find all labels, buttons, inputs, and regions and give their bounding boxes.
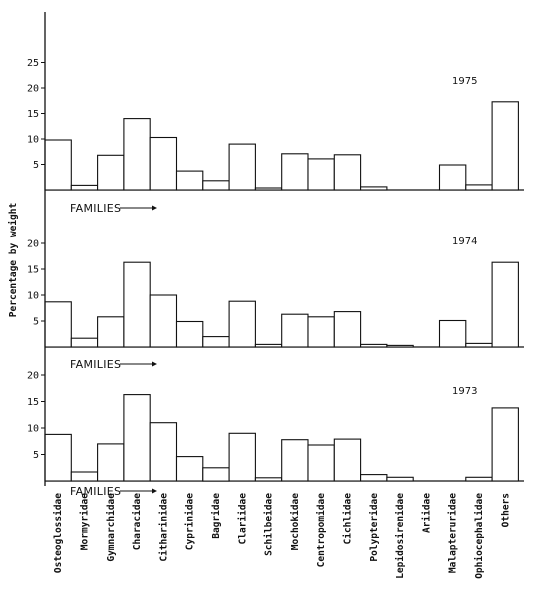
y-axis-label: Percentage by weight — [8, 203, 19, 317]
year-label-1973: 1973 — [452, 386, 477, 397]
bar-1973-mochokidae — [281, 439, 309, 482]
y-tick-label-1975-20: 20 — [27, 84, 39, 95]
bar-1975-clariidae — [228, 143, 256, 191]
bar-1975-ophiocephalidae — [465, 184, 493, 191]
families-arrowhead-1975 — [152, 205, 157, 211]
bar-1974-osteoglossidae — [44, 301, 72, 348]
bar-1973-clariidae — [228, 432, 256, 482]
y-tick-label-1973-10: 10 — [27, 424, 39, 435]
bar-1974-clariidae — [228, 300, 256, 348]
category-label-lepidosirenidae: Lepidosirenidae — [395, 493, 406, 579]
category-label-characidae: Characidae — [132, 493, 143, 550]
category-label-schilbeidae: Schilbeidae — [264, 493, 275, 556]
category-label-ariidae: Ariidae — [421, 493, 432, 533]
category-label-mormyridae: Mormyridae — [80, 493, 91, 550]
bar-1973-cichlidae — [333, 438, 362, 482]
category-label-osteoglossidae: Osteoglossidae — [53, 493, 64, 573]
families-label-1974: FAMILIES — [70, 358, 121, 371]
category-label-bagridae: Bagridae — [211, 493, 222, 539]
bar-1973-gymnarchidae — [97, 443, 125, 482]
bar-1974-mochokidae — [281, 313, 309, 348]
category-label-cyprinidae: Cyprinidae — [185, 493, 196, 550]
bar-1974-ophiocephalidae — [465, 342, 493, 348]
bar-1975-polypteridae — [360, 186, 388, 191]
category-label-citharinidae: Citharinidae — [158, 493, 169, 562]
category-label-centropomidae: Centropomidae — [316, 493, 327, 568]
bar-1973-citharinidae — [149, 422, 178, 482]
bar-1973-schilbeidae — [254, 477, 283, 482]
bar-1974-characidae — [123, 261, 151, 348]
category-label-clariidae: Clariidae — [237, 493, 248, 545]
category-label-cichlidae: Cichlidae — [342, 493, 353, 545]
bar-1975-mochokidae — [281, 153, 309, 191]
y-tick-label-1973-15: 15 — [27, 397, 39, 408]
y-tick-label-1974-5: 5 — [33, 317, 39, 328]
bar-1973-others — [491, 407, 519, 482]
bar-1975-cichlidae — [333, 154, 362, 191]
bar-1973-centropomidae — [307, 444, 335, 482]
category-label-ophiocephalidae: Ophiocephalidae — [474, 493, 485, 579]
bar-1974-others — [491, 261, 519, 348]
y-tick-label-1975-5: 5 — [33, 160, 39, 171]
families-label-1973: FAMILIES — [70, 485, 121, 498]
bar-1974-schilbeidae — [254, 343, 283, 348]
y-tick-label-1974-20: 20 — [27, 239, 39, 250]
y-tick-label-1975-25: 25 — [27, 58, 39, 69]
bar-1973-bagridae — [202, 467, 230, 482]
bar-1973-lepidosirenidae — [386, 476, 414, 482]
category-label-malapteruridae: Malapteruridae — [448, 493, 459, 573]
year-label-1974: 1974 — [452, 236, 477, 247]
y-tick-label-1975-15: 15 — [27, 109, 39, 120]
bar-1974-cichlidae — [333, 311, 362, 348]
bar-1973-ophiocephalidae — [465, 476, 493, 482]
bar-1974-mormyridae — [70, 337, 99, 348]
bar-1975-gymnarchidae — [97, 154, 125, 191]
panel-1975: 5 10 15 20 25 1975 FAMILIES — [27, 58, 524, 215]
bar-1973-osteoglossidae — [44, 433, 72, 482]
bar-1975-mormyridae — [70, 184, 99, 191]
bar-1975-bagridae — [202, 180, 230, 191]
bar-1973-mormyridae — [70, 471, 99, 482]
bar-1973-cyprinidae — [175, 456, 204, 482]
families-arrowhead-1973 — [152, 488, 157, 494]
category-label-polypteridae: Polypteridae — [369, 493, 380, 562]
families-label-1975: FAMILIES — [70, 202, 121, 215]
y-tick-label-1973-5: 5 — [33, 450, 39, 461]
bar-1975-characidae — [123, 118, 151, 191]
category-label-mochokidae: Mochokidae — [290, 493, 301, 550]
bar-1974-lepidosirenidae — [386, 344, 414, 348]
bar-1974-centropomidae — [307, 316, 335, 348]
bar-1974-malapteruridae — [438, 319, 467, 348]
category-label-others: Others — [500, 493, 511, 527]
y-tick-label-1974-10: 10 — [27, 291, 39, 302]
bar-1975-centropomidae — [307, 158, 335, 191]
category-labels: Osteoglossidae Mormyridae Gymnarchidae Char… — [53, 493, 511, 579]
bar-1973-characidae — [123, 394, 151, 482]
families-arrowhead-1974 — [152, 361, 157, 367]
chart-panels: 5 10 15 20 25 1975 FAMILIES 5 10 15 20 1974 FAMILIES… — [27, 58, 524, 498]
bar-1975-osteoglossidae — [44, 139, 72, 191]
bar-1975-malapteruridae — [438, 164, 467, 191]
category-label-gymnarchidae: Gymnarchidae — [106, 493, 117, 562]
panel-1973: 5 10 15 20 1973 FAMILIES — [27, 371, 524, 498]
bar-1974-polypteridae — [360, 343, 388, 348]
y-tick-label-1973-20: 20 — [27, 371, 39, 382]
bar-1975-schilbeidae — [254, 187, 283, 191]
bar-1974-gymnarchidae — [97, 316, 125, 348]
bar-1974-citharinidae — [149, 294, 178, 348]
bar-1975-citharinidae — [149, 136, 178, 191]
bar-1974-bagridae — [202, 336, 230, 348]
year-label-1975: 1975 — [452, 76, 477, 87]
y-tick-label-1974-15: 15 — [27, 265, 39, 276]
panel-1974: 5 10 15 20 1974 FAMILIES — [27, 236, 524, 371]
y-tick-label-1975-10: 10 — [27, 135, 39, 146]
bar-1974-cyprinidae — [175, 320, 204, 348]
bar-1975-cyprinidae — [175, 170, 204, 191]
bar-1973-polypteridae — [360, 474, 388, 482]
bar-1975-others — [491, 101, 519, 191]
